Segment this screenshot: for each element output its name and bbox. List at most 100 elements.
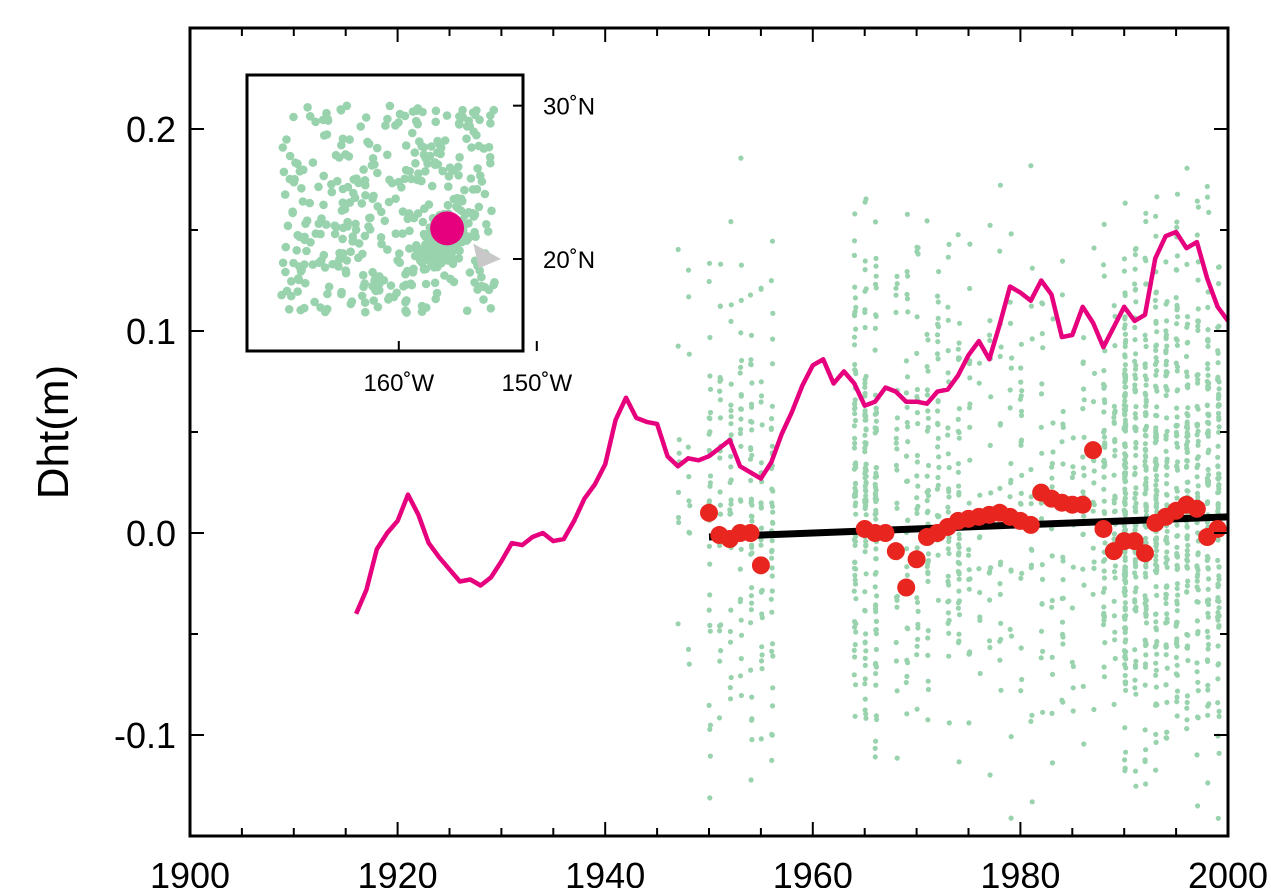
background-point [1174, 636, 1180, 642]
background-point [925, 686, 932, 693]
background-point [1142, 373, 1148, 379]
background-point [1122, 574, 1128, 580]
background-point [872, 347, 878, 353]
background-point [769, 486, 775, 492]
background-point [1122, 588, 1128, 594]
background-point [956, 612, 963, 618]
background-point [955, 605, 962, 611]
background-point [1184, 321, 1191, 327]
background-point [925, 678, 931, 684]
background-point [863, 488, 869, 494]
background-point [1174, 522, 1180, 528]
background-point [717, 455, 723, 461]
background-point [1174, 581, 1180, 587]
background-point [1111, 613, 1117, 619]
background-point [863, 711, 869, 717]
background-point [1100, 558, 1107, 564]
background-point [1142, 664, 1148, 670]
background-point [1164, 699, 1170, 706]
background-point [1184, 589, 1190, 595]
background-point [977, 492, 983, 498]
background-point [1111, 500, 1117, 506]
background-point [1205, 646, 1211, 652]
inset-station-point [285, 151, 295, 161]
inset-station-point [338, 223, 348, 233]
background-point [1102, 640, 1108, 646]
background-point [1216, 471, 1222, 477]
background-point [935, 474, 941, 481]
background-point [956, 536, 963, 542]
background-point [769, 416, 775, 422]
background-point [1174, 672, 1180, 678]
background-point [716, 715, 723, 721]
background-point [1215, 700, 1221, 706]
background-point [1205, 555, 1211, 561]
background-point [1040, 709, 1046, 715]
background-point [1204, 500, 1210, 507]
inset-station-point [359, 165, 368, 174]
background-point [852, 542, 858, 549]
background-point [862, 324, 868, 331]
background-point [707, 795, 713, 801]
inset-station-point [361, 113, 371, 122]
background-point [894, 446, 900, 452]
background-point [956, 544, 962, 551]
background-point [1173, 429, 1179, 436]
background-point [872, 745, 878, 751]
background-point [863, 631, 869, 637]
background-point [1174, 643, 1180, 649]
background-point [1185, 552, 1191, 558]
background-point [1185, 542, 1191, 549]
inset-station-point [430, 278, 440, 288]
background-point [915, 608, 921, 615]
background-point [997, 421, 1004, 427]
background-point [1184, 705, 1190, 711]
background-point [706, 278, 712, 285]
background-point [1132, 387, 1138, 393]
inset-station-point [306, 238, 315, 247]
background-point [758, 286, 764, 292]
background-point [862, 449, 868, 455]
inset-station-point [381, 121, 390, 130]
background-point [1174, 601, 1180, 607]
background-point [748, 593, 755, 599]
background-point [1205, 634, 1211, 640]
background-point [1215, 502, 1221, 508]
background-point [1194, 421, 1200, 427]
background-point [770, 336, 776, 342]
background-point [1163, 362, 1169, 368]
background-point [966, 720, 972, 726]
background-point [1205, 687, 1211, 693]
background-point [707, 373, 713, 379]
background-point [914, 394, 920, 400]
inset-station-point [302, 246, 311, 256]
background-point [873, 546, 879, 552]
inset-station-point [383, 150, 392, 160]
background-point [1174, 544, 1180, 551]
inset-station-point [305, 112, 315, 121]
inset-station-point [474, 202, 484, 212]
background-point [1174, 553, 1180, 559]
background-point [1164, 481, 1170, 487]
background-point [914, 249, 920, 255]
background-point [935, 321, 941, 327]
background-point [1154, 359, 1160, 365]
background-point [1080, 566, 1086, 572]
background-point [685, 444, 691, 450]
background-point [945, 370, 951, 376]
background-point [1173, 623, 1179, 629]
background-point [1122, 564, 1129, 570]
background-point [862, 589, 868, 595]
background-point [946, 241, 952, 247]
background-point [852, 440, 858, 446]
background-point [738, 656, 744, 662]
background-point [863, 571, 869, 577]
background-point [748, 667, 754, 673]
background-point [1195, 277, 1201, 283]
background-point [1153, 584, 1159, 590]
background-point [1174, 688, 1181, 694]
background-point [934, 293, 941, 299]
background-point [1028, 494, 1034, 500]
background-point [1216, 613, 1222, 619]
background-point [1050, 316, 1056, 322]
